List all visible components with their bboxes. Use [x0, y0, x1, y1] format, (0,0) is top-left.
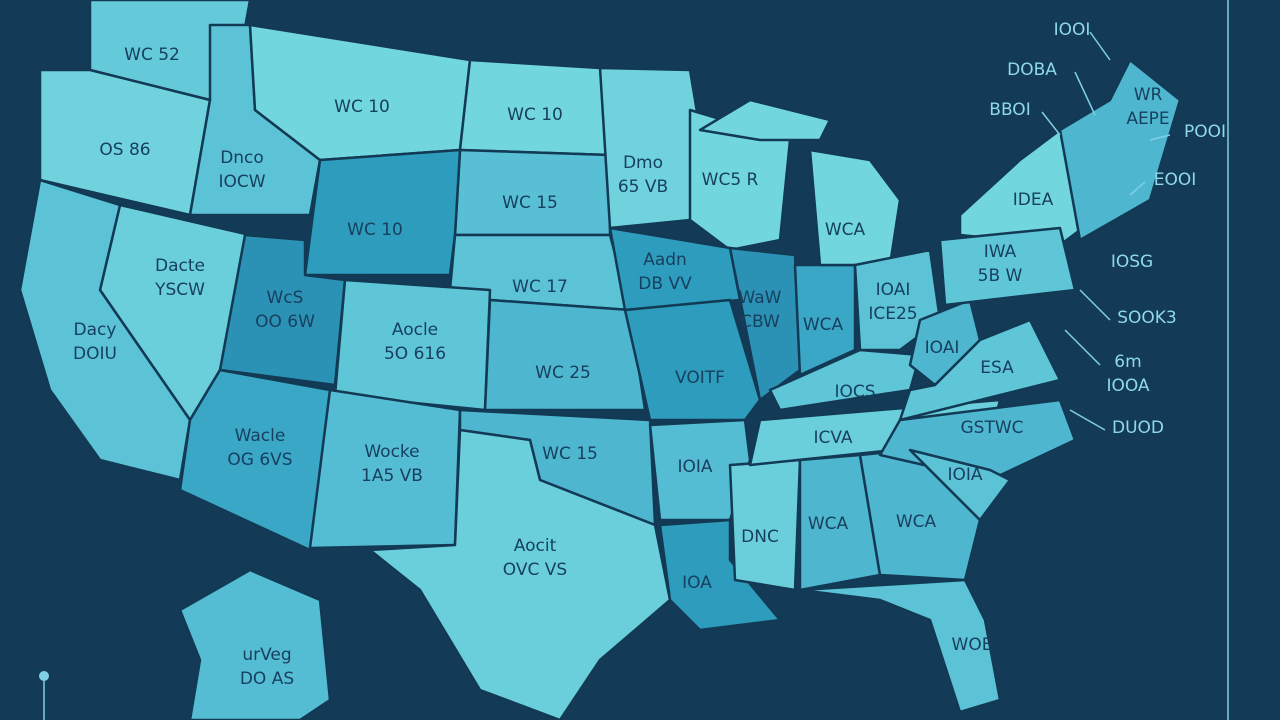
region-label: Dmo — [623, 153, 663, 173]
region-label: 1A5 VB — [361, 466, 423, 486]
region-label: GSTWC — [960, 418, 1023, 438]
leader-line — [1074, 71, 1096, 116]
region-label: IOIA — [677, 457, 712, 477]
region-label: IOAI — [876, 280, 911, 300]
state — [698, 98, 832, 142]
region-label: WCA — [825, 220, 866, 240]
region-label: DOIU — [73, 344, 117, 364]
region-label: WcS — [267, 288, 304, 308]
region-label: WC 52 — [124, 45, 180, 65]
leader-line — [1149, 134, 1171, 141]
region-label: WCA — [896, 512, 937, 532]
region-label: CBW — [740, 312, 780, 332]
region-label: WCA — [808, 514, 849, 534]
state — [1058, 58, 1182, 242]
region-label: ICE25 — [868, 304, 917, 324]
region-label: WC 25 — [535, 363, 591, 383]
marker — [39, 671, 49, 681]
leader-lines — [39, 0, 1229, 720]
region-label: DB VV — [638, 274, 692, 294]
state — [303, 148, 462, 277]
region-label: AEPE — [1126, 109, 1169, 129]
region-label: WC 10 — [347, 220, 403, 240]
region-label: WC 10 — [334, 97, 390, 117]
state — [798, 578, 1002, 714]
state — [598, 66, 702, 230]
region-label: Dacy — [74, 320, 117, 340]
region-label: IOCS — [834, 382, 875, 402]
leader-line — [1069, 409, 1106, 431]
region-label: OVC VS — [503, 560, 567, 580]
region-label: IOAI — [925, 338, 960, 358]
region-label: WC5 R — [702, 170, 759, 190]
callout-label: IOOA — [1106, 376, 1149, 396]
region-label: Dacte — [155, 256, 205, 276]
state — [18, 178, 192, 482]
region-label: WCA — [803, 315, 844, 335]
state — [938, 226, 1077, 307]
region-label: Aadn — [643, 250, 687, 270]
callout-label: 6m — [1114, 352, 1141, 372]
callout-label: IOOI — [1054, 20, 1091, 40]
region-label: OS 86 — [99, 140, 150, 160]
state — [623, 298, 762, 422]
region-label: WOE — [952, 635, 993, 655]
region-label: Dnco — [220, 148, 264, 168]
callout-label: BBOI — [989, 100, 1030, 120]
region-label: WC 15 — [542, 444, 598, 464]
region-label: WC 10 — [507, 105, 563, 125]
region-label: 5B W — [978, 266, 1023, 286]
leader-line — [1129, 181, 1146, 196]
region-label: VOITF — [675, 368, 725, 388]
region-label: DNC — [741, 527, 779, 547]
region-label: Aocit — [514, 536, 557, 556]
leader-line — [1089, 31, 1111, 61]
region-label: 5O 616 — [384, 344, 446, 364]
callout-label: POOI — [1184, 122, 1226, 142]
state — [483, 298, 647, 412]
region-label: DO AS — [240, 669, 294, 689]
state — [908, 448, 1012, 522]
region-label: IWA — [984, 242, 1017, 262]
callout-label: DUOD — [1112, 418, 1164, 438]
region-label: ESA — [980, 358, 1014, 378]
region-label: YSCW — [154, 280, 205, 300]
state — [768, 348, 922, 412]
region-label: Aocle — [392, 320, 438, 340]
region-label: ICVA — [813, 428, 852, 448]
region-label: IOCW — [218, 172, 265, 192]
callout-label: IOSG — [1111, 252, 1153, 272]
state — [368, 428, 672, 720]
region-label: OG 6VS — [227, 450, 292, 470]
states — [18, 0, 1182, 720]
region-label: IDEA — [1013, 190, 1054, 210]
callout-label: SOOK3 — [1117, 308, 1177, 328]
state — [658, 518, 782, 632]
state — [808, 148, 902, 267]
labels: WC 52 OS 86 Dnco IOCW WC 10 WC 10 WC 10 WC 15 Da… — [73, 20, 1226, 689]
region-label: WR — [1134, 85, 1163, 105]
leader-line — [1041, 111, 1061, 136]
state — [178, 568, 332, 720]
region-label: urVeg — [242, 645, 291, 665]
region-label: Wocke — [364, 442, 419, 462]
leader-line — [1064, 329, 1101, 366]
region-label: 65 VB — [618, 177, 668, 197]
callout-label: DOBA — [1007, 60, 1057, 80]
region-label: IOIA — [947, 465, 982, 485]
state — [728, 458, 802, 592]
region-label: WaW — [739, 288, 782, 308]
region-label: IOA — [682, 573, 712, 593]
leader-line — [1079, 289, 1111, 321]
region-label: WC 17 — [512, 277, 568, 297]
region-label: Wacle — [235, 426, 286, 446]
region-label: WC 15 — [502, 193, 558, 213]
callout-label: EOOI — [1154, 170, 1197, 190]
state — [178, 368, 332, 552]
region-label: OO 6W — [255, 312, 315, 332]
